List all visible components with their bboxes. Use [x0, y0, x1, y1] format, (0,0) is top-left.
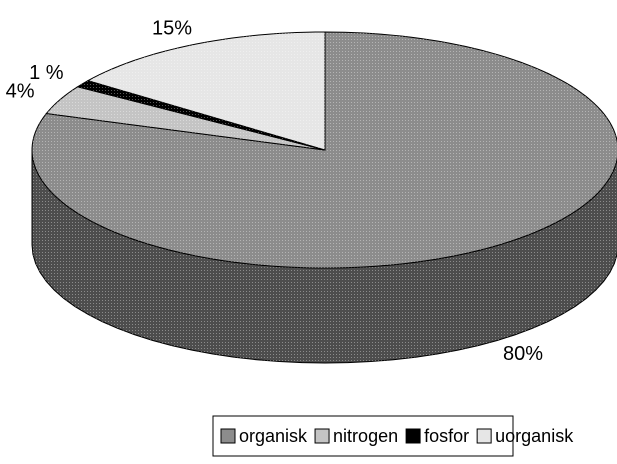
legend-label: nitrogen [333, 426, 398, 446]
legend: organisk nitrogen fosfor uorganisk [212, 415, 574, 457]
legend-swatch [314, 428, 330, 444]
legend-label: organisk [239, 426, 308, 446]
data-label: 80% [503, 343, 543, 365]
legend-swatch [476, 428, 492, 444]
pie [31, 31, 617, 364]
data-label: 1 % [29, 62, 64, 84]
labels: 80% 4%1 % 15% [6, 17, 544, 365]
data-label: 4% [6, 81, 35, 103]
slice-side-texture [32, 150, 617, 363]
legend-box [212, 415, 514, 457]
slice-texture [46, 86, 325, 150]
legend-swatch [220, 428, 236, 444]
legend-label: fosfor [424, 426, 469, 446]
data-label: 15% [152, 17, 192, 39]
legend-label: uorganisk [495, 426, 574, 446]
slice-texture [77, 80, 326, 150]
legend-swatch [405, 428, 421, 444]
slice-texture [87, 32, 325, 150]
